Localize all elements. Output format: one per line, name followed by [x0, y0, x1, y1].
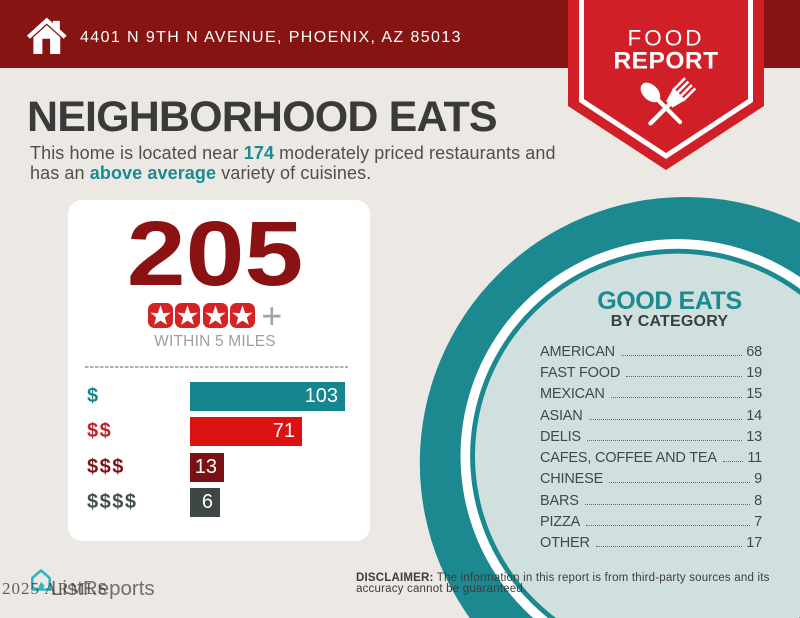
svg-text:FOOD: FOOD	[628, 26, 705, 51]
svg-text:REPORT: REPORT	[613, 48, 718, 75]
